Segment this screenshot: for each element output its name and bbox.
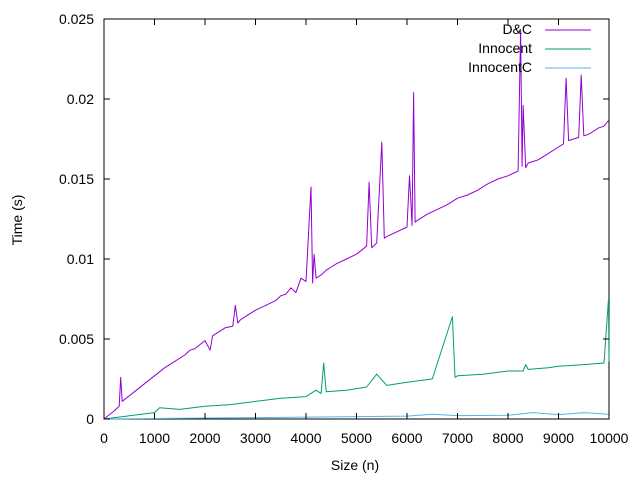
y-tick-label: 0.015	[59, 171, 94, 187]
x-tick-label: 8000	[492, 430, 523, 446]
x-tick-label: 4000	[290, 430, 321, 446]
x-tick-label: 3000	[240, 430, 271, 446]
x-tick-label: 1000	[139, 430, 170, 446]
y-tick-label: 0.01	[67, 251, 94, 267]
legend-label-innocent: Innocent	[478, 40, 532, 56]
y-tick-label: 0.02	[67, 91, 94, 107]
x-tick-label: 2000	[189, 430, 220, 446]
y-axis-label: Time (s)	[9, 195, 25, 246]
series-line-innocentc	[103, 412, 610, 420]
x-tick-label: 5000	[341, 430, 372, 446]
y-axis: 0 0.005 0.01 0.015 0.02 0.025	[59, 11, 609, 427]
series-layer	[103, 29, 610, 420]
x-tick-label: 9000	[543, 430, 574, 446]
legend-label-d-c: D&C	[502, 21, 532, 37]
legend: D&C Innocent InnocentC	[468, 21, 591, 75]
plot-border	[103, 18, 610, 420]
x-axis: 0 1000 2000 3000 4000 5000 6000 7000 8000 9000 100…	[100, 19, 629, 446]
x-tick-label: 6000	[391, 430, 422, 446]
x-tick-label: 0	[100, 430, 108, 446]
x-tick-label: 10000	[590, 430, 629, 446]
series-line-innocent	[103, 298, 610, 420]
x-tick-label: 7000	[442, 430, 473, 446]
y-tick-label: 0	[86, 411, 94, 427]
plot-area	[103, 18, 610, 420]
y-tick-label: 0.025	[59, 11, 94, 27]
legend-label-innocentc: InnocentC	[468, 59, 532, 75]
x-axis-label: Size (n)	[331, 457, 379, 473]
series-line-d-c	[103, 29, 610, 420]
y-tick-label: 0.005	[59, 331, 94, 347]
